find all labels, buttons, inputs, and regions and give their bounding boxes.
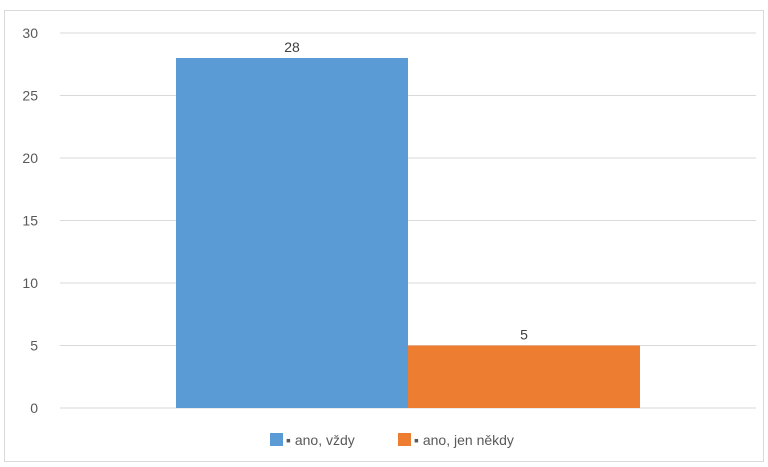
bar-1 (176, 58, 408, 408)
legend-label-2: ▪ ano, jen někdy (414, 432, 514, 448)
y-tick-label-25: 25 (22, 88, 38, 104)
legend-swatch-1 (270, 433, 283, 446)
bars (176, 58, 640, 408)
y-tick-label-0: 0 (30, 400, 38, 416)
bar-2 (408, 345, 640, 408)
y-axis-tick-labels: 0 5 10 15 20 25 30 (22, 25, 38, 416)
data-label-2: 5 (520, 327, 528, 343)
legend-swatch-2 (398, 433, 411, 446)
y-tick-label-15: 15 (22, 213, 38, 229)
data-label-1: 28 (284, 39, 300, 55)
y-tick-label-30: 30 (22, 25, 38, 41)
y-tick-label-20: 20 (22, 150, 38, 166)
y-tick-label-10: 10 (22, 275, 38, 291)
legend: ▪ ano, vždy ▪ ano, jen někdy (270, 432, 514, 448)
data-labels: 28 5 (284, 39, 528, 343)
legend-label-1: ▪ ano, vždy (286, 432, 355, 448)
y-tick-label-5: 5 (30, 338, 38, 354)
